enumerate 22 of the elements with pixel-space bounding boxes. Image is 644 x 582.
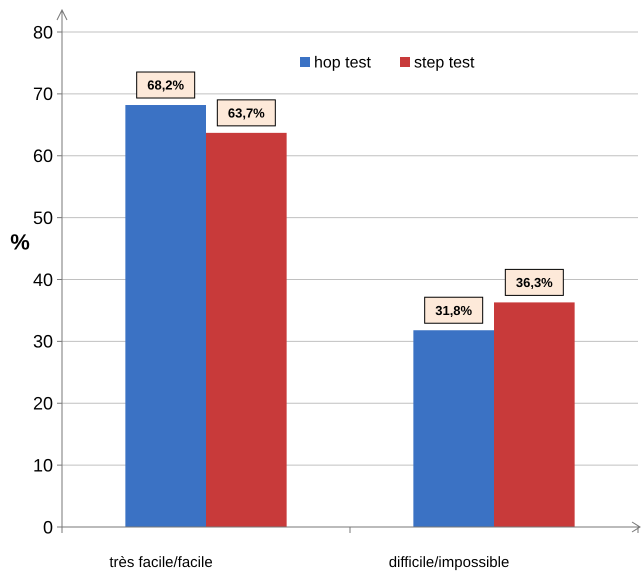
data-label: 36,3% — [516, 274, 554, 290]
data-label: 68,2% — [147, 78, 185, 93]
y-tick-label: 80 — [32, 22, 53, 42]
data-label: 63,7% — [228, 105, 266, 120]
y-axis-title: % — [10, 230, 30, 254]
y-tick-label: 30 — [32, 332, 53, 352]
y-tick-label: 20 — [32, 394, 53, 414]
x-tick-label: très facile/facile — [109, 554, 213, 571]
legend-label: hop test — [314, 54, 372, 72]
y-tick-label: 50 — [32, 208, 53, 228]
bar — [413, 330, 494, 527]
y-tick-label: 70 — [32, 84, 53, 104]
bar — [206, 132, 287, 527]
y-tick-label: 60 — [32, 146, 53, 166]
bar — [494, 302, 575, 527]
data-label: 31,8% — [435, 302, 473, 318]
y-tick-label: 0 — [42, 517, 53, 538]
bar — [125, 105, 206, 527]
legend-label: step test — [414, 54, 476, 72]
y-tick-label: 10 — [32, 455, 53, 476]
y-tick-label: 40 — [32, 270, 53, 290]
x-tick-label: difficile/impossible — [388, 554, 510, 571]
